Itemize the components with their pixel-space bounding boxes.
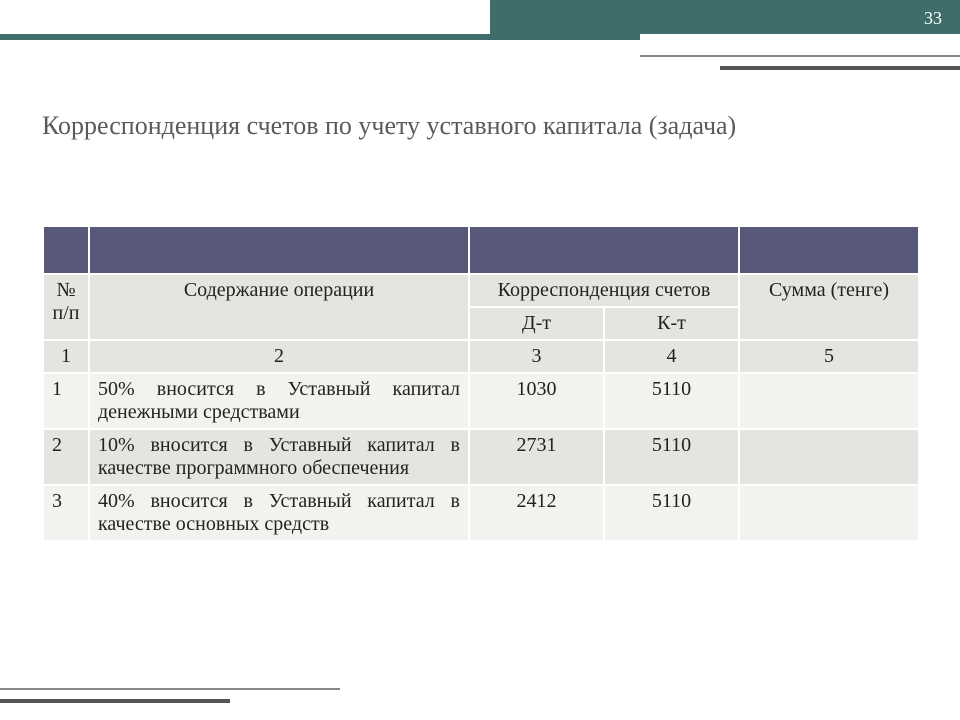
cell-dt: 2412 (469, 485, 604, 541)
cell-num: 1 (43, 373, 89, 429)
cell-num: 2 (43, 429, 89, 485)
numrow-cell: 4 (604, 340, 739, 373)
hdr-dark-cell (739, 226, 919, 274)
cell-sum (739, 429, 919, 485)
numrow-cell: 5 (739, 340, 919, 373)
decor-top-line-2 (720, 66, 960, 70)
cell-desc: 40% вносится в Уставный капитал в качест… (89, 485, 469, 541)
hdr-num: № п/п (43, 274, 89, 340)
numrow-cell: 1 (43, 340, 89, 373)
slide-title: Корреспонденция счетов по учету уставног… (42, 108, 862, 144)
hdr-sum: Сумма (тенге) (739, 274, 919, 340)
cell-dt: 1030 (469, 373, 604, 429)
hdr-dark-cell (469, 226, 739, 274)
cell-desc: 50% вносится в Уставный капитал денежным… (89, 373, 469, 429)
decor-top-line-1 (640, 55, 960, 57)
hdr-desc: Содержание операции (89, 274, 469, 340)
cell-sum (739, 485, 919, 541)
cell-sum (739, 373, 919, 429)
cell-num: 3 (43, 485, 89, 541)
numrow-cell: 3 (469, 340, 604, 373)
cell-dt: 2731 (469, 429, 604, 485)
accounting-table: № п/п Содержание операции Корреспонденци… (42, 225, 918, 542)
table-header-row: № п/п Содержание операции Корреспонденци… (43, 274, 919, 307)
cell-kt: 5110 (604, 373, 739, 429)
hdr-corr: Корреспонденция счетов (469, 274, 739, 307)
table-row: 1 50% вносится в Уставный капитал денежн… (43, 373, 919, 429)
decor-top-accent (0, 34, 640, 40)
table-row: 3 40% вносится в Уставный капитал в каче… (43, 485, 919, 541)
hdr-dt: Д-т (469, 307, 604, 340)
table-number-row: 1 2 3 4 5 (43, 340, 919, 373)
table-row: 2 10% вносится в Уставный капитал в каче… (43, 429, 919, 485)
numrow-cell: 2 (89, 340, 469, 373)
table-header-dark-row (43, 226, 919, 274)
cell-desc: 10% вносится в Уставный капитал в качест… (89, 429, 469, 485)
decor-top-bar (490, 0, 960, 34)
hdr-dark-cell (43, 226, 89, 274)
hdr-kt: К-т (604, 307, 739, 340)
decor-bottom-line-2 (0, 699, 230, 703)
cell-kt: 5110 (604, 485, 739, 541)
page-number: 33 (924, 8, 942, 29)
decor-bottom-line-1 (0, 688, 340, 690)
cell-kt: 5110 (604, 429, 739, 485)
hdr-dark-cell (89, 226, 469, 274)
